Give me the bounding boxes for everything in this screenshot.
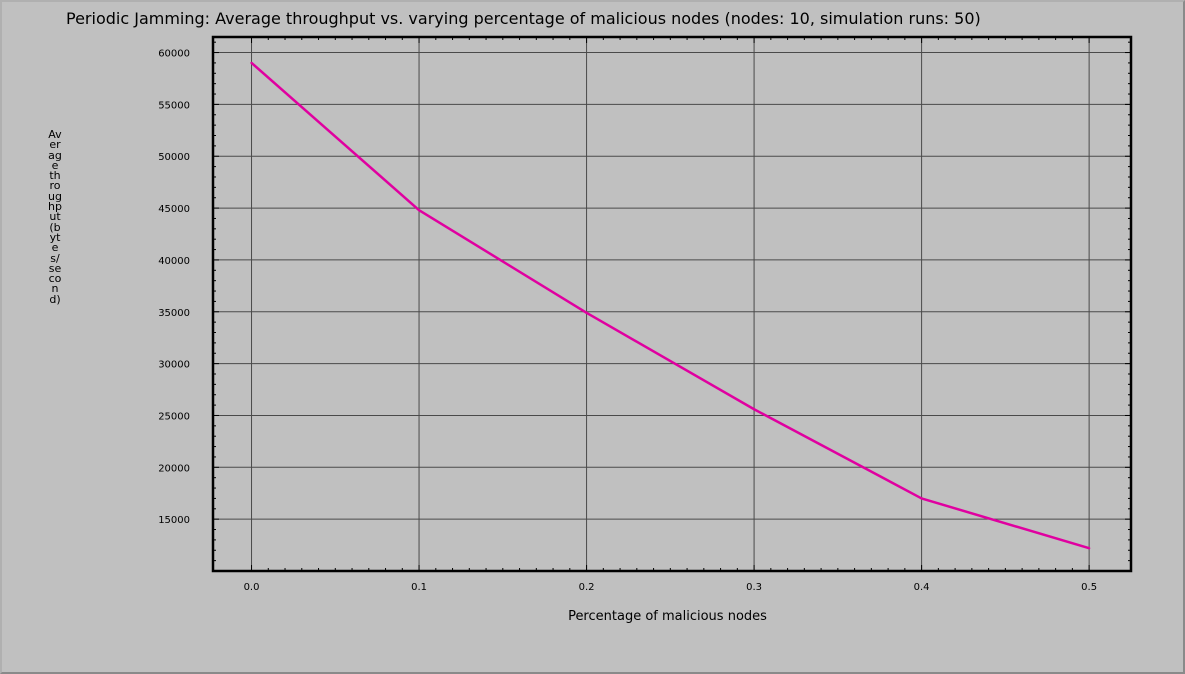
y-tick-label: 45000 — [158, 204, 190, 215]
x-tick-label: 0.0 — [244, 582, 260, 593]
x-axis-label: Percentage of malicious nodes — [568, 609, 767, 624]
data-point — [417, 208, 421, 212]
chart-title: Periodic Jamming: Average throughput vs.… — [66, 9, 981, 28]
x-tick-label: 0.2 — [579, 582, 595, 593]
plot-frame — [211, 35, 1133, 573]
series-line — [250, 61, 1090, 550]
y-tick-label: 40000 — [158, 256, 190, 267]
x-tick-label: 0.3 — [746, 582, 762, 593]
x-tick-label: 0.1 — [411, 582, 427, 593]
y-tick-label: 20000 — [158, 463, 190, 474]
data-point — [752, 408, 756, 411]
data-point — [920, 497, 923, 500]
y-tick-label: 25000 — [158, 411, 190, 422]
data-point — [250, 61, 253, 65]
y-axis-label: Average throughput (bytes/second) — [48, 128, 62, 306]
x-tick-label: 0.5 — [1081, 582, 1097, 593]
y-tick-label: 60000 — [158, 49, 190, 60]
y-tick-label: 35000 — [158, 308, 190, 319]
y-tick-label: 15000 — [158, 515, 190, 526]
data-point — [1087, 546, 1091, 550]
y-tick-label: 30000 — [158, 360, 190, 371]
y-tick-label: 55000 — [158, 100, 190, 111]
data-point — [585, 311, 588, 315]
x-tick-label: 0.4 — [914, 582, 930, 593]
y-tick-label: 50000 — [158, 152, 190, 163]
